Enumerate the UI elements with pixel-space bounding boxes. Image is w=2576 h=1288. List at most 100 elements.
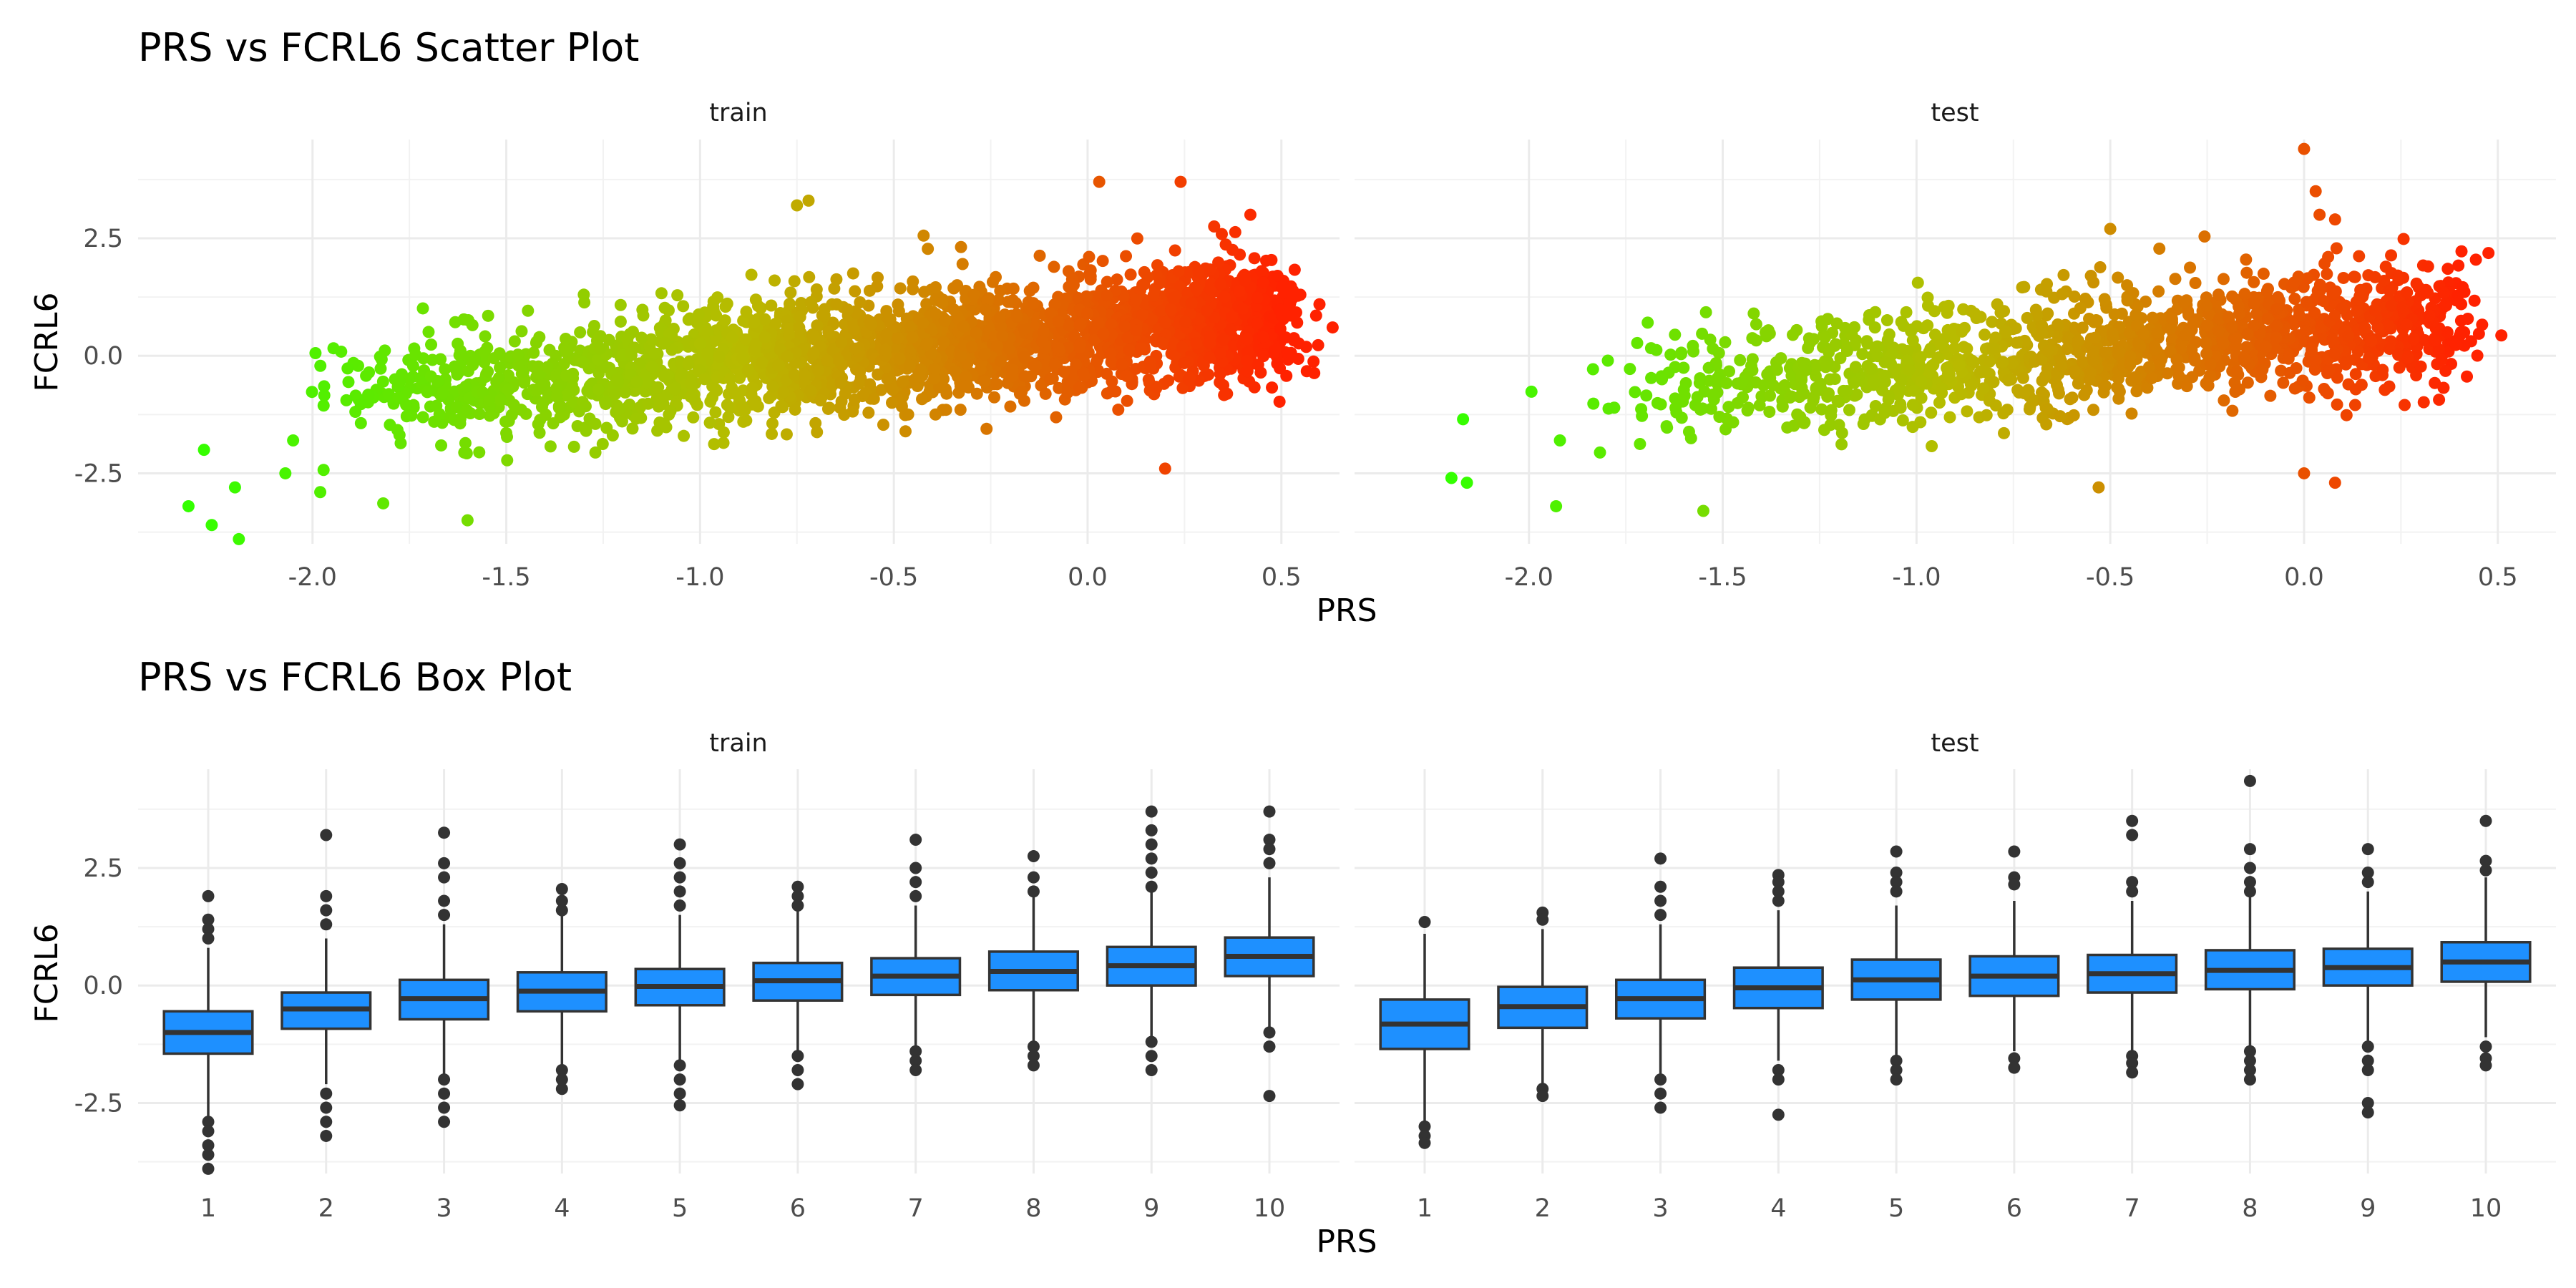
scatter-point bbox=[560, 369, 572, 382]
scatter-point bbox=[2112, 382, 2125, 395]
scatter-point bbox=[1101, 275, 1113, 288]
scatter-point bbox=[1280, 369, 1293, 382]
scatter-point bbox=[1849, 361, 1862, 374]
scatter-point bbox=[2379, 384, 2391, 396]
scatter-point bbox=[450, 401, 463, 414]
scatter-point bbox=[587, 319, 600, 332]
scatter-point bbox=[684, 390, 697, 403]
scatter-point bbox=[306, 386, 318, 399]
scatter-point bbox=[996, 329, 1009, 342]
scatter-point bbox=[1819, 331, 1832, 344]
scatter-point bbox=[2339, 358, 2352, 371]
scatter-point bbox=[2230, 364, 2243, 377]
scatter-point bbox=[749, 293, 762, 306]
scatter-point bbox=[567, 396, 580, 409]
scatter-point bbox=[1586, 363, 1599, 376]
scatter-point bbox=[2454, 314, 2467, 327]
scatter-panel-test: -2.0 -1.5 -1.0 -0.5 0.0 0.5 bbox=[1355, 140, 2556, 592]
outlier-point bbox=[1890, 1063, 1903, 1076]
scatter-point bbox=[1942, 299, 1955, 312]
box-6 bbox=[752, 880, 844, 1091]
y-tick-label: 2.5 bbox=[83, 225, 123, 253]
scatter-point bbox=[978, 375, 991, 388]
scatter-point bbox=[1634, 437, 1646, 450]
scatter-point bbox=[1912, 363, 1925, 376]
scatter-point bbox=[1831, 394, 1844, 407]
scatter-point bbox=[2084, 270, 2097, 283]
outlier-point bbox=[1890, 1054, 1903, 1067]
scatter-point bbox=[849, 285, 862, 298]
scatter-point bbox=[718, 314, 731, 327]
outlier-point bbox=[673, 857, 686, 869]
box-facet-label-train: train bbox=[709, 729, 767, 758]
scatter-point bbox=[830, 298, 843, 311]
scatter-point bbox=[572, 405, 585, 418]
scatter-point bbox=[1271, 270, 1284, 283]
scatter-point bbox=[1894, 401, 1907, 414]
scatter-point bbox=[574, 326, 587, 339]
scatter-point bbox=[970, 327, 982, 340]
scatter-point bbox=[1935, 338, 1948, 351]
scatter-point bbox=[2383, 284, 2396, 297]
outlier-point bbox=[1890, 876, 1903, 889]
scatter-point bbox=[1795, 381, 1808, 394]
scatter-point bbox=[1219, 238, 1232, 251]
scatter-point bbox=[1190, 337, 1203, 350]
scatter-point bbox=[1004, 400, 1017, 413]
scatter-point bbox=[1869, 399, 1882, 412]
box-2 bbox=[280, 829, 372, 1142]
scatter-point bbox=[807, 346, 820, 359]
scatter-point bbox=[2318, 383, 2331, 396]
scatter-point bbox=[993, 311, 1006, 324]
scatter-point bbox=[936, 296, 949, 309]
scatter-point bbox=[739, 333, 752, 346]
outlier-point bbox=[2479, 814, 2492, 827]
scatter-point bbox=[2261, 312, 2274, 325]
scatter-point bbox=[2057, 268, 2070, 281]
scatter-y-axis-title: FCRL6 bbox=[29, 292, 65, 391]
scatter-point bbox=[1269, 343, 1282, 356]
scatter-point bbox=[2457, 326, 2469, 338]
scatter-point bbox=[1169, 349, 1181, 362]
outlier-point bbox=[673, 899, 686, 912]
scatter-point bbox=[2018, 386, 2031, 399]
scatter-point bbox=[788, 275, 801, 288]
outlier-point bbox=[1027, 850, 1040, 863]
outlier-point bbox=[2126, 1066, 2139, 1079]
scatter-point bbox=[1080, 290, 1093, 303]
scatter-point bbox=[2068, 365, 2081, 378]
scatter-point bbox=[847, 323, 860, 336]
scatter-point bbox=[687, 411, 700, 424]
scatter-point bbox=[592, 383, 605, 396]
scatter-point bbox=[902, 408, 914, 421]
scatter-point bbox=[965, 341, 978, 353]
scatter-point bbox=[2201, 318, 2214, 331]
scatter-point bbox=[1550, 499, 1563, 512]
scatter-point bbox=[1742, 401, 1755, 414]
scatter-point bbox=[740, 306, 753, 318]
outlier-point bbox=[1654, 894, 1667, 907]
box-2 bbox=[1497, 906, 1589, 1103]
scatter-point bbox=[1164, 303, 1177, 316]
scatter-point bbox=[1750, 318, 1762, 331]
scatter-point bbox=[863, 284, 876, 297]
scatter-point bbox=[1785, 369, 1798, 382]
scatter-point bbox=[611, 372, 624, 385]
scatter-point bbox=[726, 331, 738, 344]
scatter-point bbox=[2317, 295, 2330, 308]
scatter-point bbox=[2213, 313, 2226, 326]
scatter-point bbox=[2104, 223, 2117, 235]
scatter-point bbox=[2165, 333, 2178, 346]
scatter-point bbox=[1977, 382, 1990, 395]
scatter-point bbox=[1823, 346, 1835, 358]
scatter-point bbox=[2441, 326, 2454, 338]
scatter-point bbox=[1807, 333, 1820, 346]
scatter-point bbox=[560, 344, 573, 357]
scatter-point bbox=[2401, 286, 2414, 299]
scatter-point bbox=[635, 331, 648, 344]
scatter-point bbox=[1224, 323, 1236, 336]
scatter-point bbox=[2257, 268, 2270, 280]
scatter-point bbox=[1906, 421, 1919, 434]
scatter-point bbox=[2260, 285, 2273, 298]
outlier-point bbox=[2361, 1054, 2374, 1067]
